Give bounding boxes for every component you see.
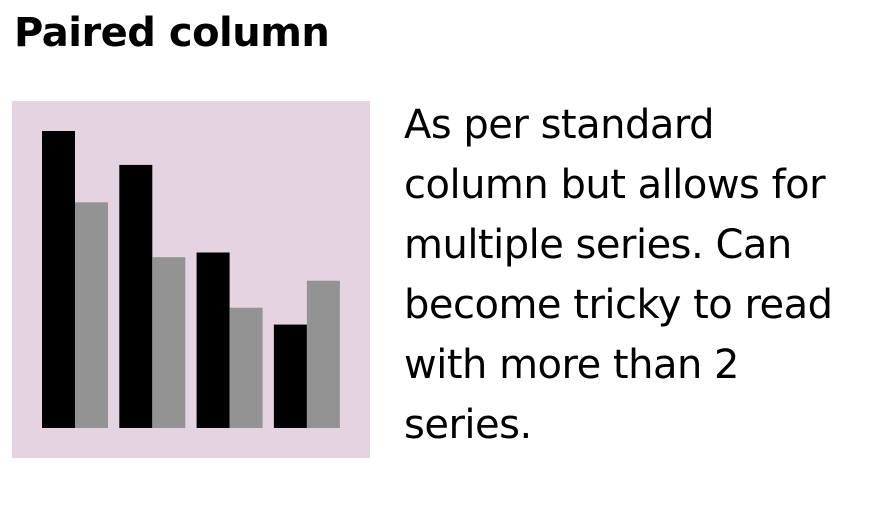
bar-group-4-series-2	[306, 280, 340, 428]
description-line: As per standard	[404, 102, 715, 148]
description-line: column but allows for	[404, 162, 826, 208]
chart-bars	[42, 131, 340, 428]
bar-group-1-series-2	[75, 202, 108, 428]
bar-group-2-series-1	[119, 164, 153, 428]
bar-group-2-series-2	[152, 257, 186, 428]
bar-group-4-series-1	[273, 324, 307, 428]
description-line: series.	[404, 402, 532, 448]
description-line: become tricky to read	[404, 282, 833, 328]
diagram-title: Paired column	[14, 10, 330, 56]
diagram-description: As per standard column but allows for mu…	[404, 95, 880, 455]
paired-column-chart	[12, 101, 370, 458]
paired-column-thumbnail	[12, 101, 370, 458]
bar-group-3-series-2	[229, 307, 263, 428]
description-line: with more than 2	[404, 342, 739, 388]
bar-group-3-series-1	[196, 252, 230, 428]
description-line: multiple series. Can	[404, 222, 792, 268]
bar-group-1-series-1	[42, 131, 75, 428]
